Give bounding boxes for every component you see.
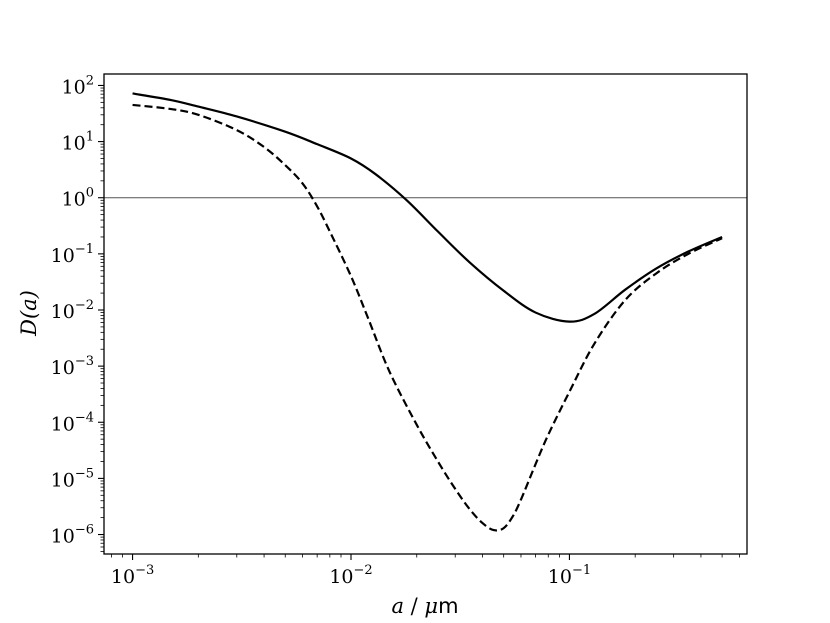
y-tick-base: 10: [62, 76, 86, 98]
x-axis-label-var: a: [391, 594, 404, 618]
y-tick-base: 10: [51, 469, 75, 491]
y-tick-label: 101: [62, 130, 94, 155]
x-tick-base: 10: [111, 566, 135, 588]
y-tick-label: 10−6: [51, 523, 94, 548]
x-tick-base: 10: [548, 566, 572, 588]
y-tick-label: 10−2: [51, 298, 94, 323]
y-tick-exponent: −3: [75, 354, 94, 369]
y-tick-label: 10−3: [51, 354, 94, 379]
y-tick-base: 10: [51, 245, 75, 267]
y-axis-label: D(a): [17, 290, 41, 337]
x-axis-label-unit: m: [438, 594, 458, 618]
y-tick-label: 100: [62, 186, 94, 211]
y-tick-base: 10: [62, 133, 86, 155]
x-axis-label: a / μm: [391, 594, 458, 618]
y-tick-exponent: −5: [75, 466, 94, 481]
y-tick-label: 10−5: [51, 466, 94, 491]
plot-frame: [103, 73, 748, 555]
y-tick-exponent: 0: [86, 186, 94, 201]
x-tick-exponent: −2: [354, 563, 373, 578]
y-tick-label: 10−1: [51, 242, 94, 267]
x-tick-label: 10−2: [329, 563, 372, 588]
x-tick-exponent: −3: [135, 563, 154, 578]
y-tick-base: 10: [51, 413, 75, 435]
y-tick-label: 10−4: [51, 410, 94, 435]
plot-layer: [104, 92, 747, 532]
y-tick-exponent: −1: [75, 242, 94, 257]
y-tick-base: 10: [51, 357, 75, 379]
x-axis-label-sep: /: [404, 594, 424, 618]
y-tick-exponent: 1: [86, 130, 94, 145]
y-tick-base: 10: [62, 189, 86, 211]
y-tick-exponent: 2: [86, 73, 94, 88]
series-line-2-dashed: [132, 103, 723, 532]
y-tick-exponent: −2: [75, 298, 94, 313]
x-axis-label-mu: μ: [424, 594, 438, 618]
x-axis: 10−3 10−2 10−1: [111, 554, 740, 588]
y-tick-label: 102: [62, 73, 94, 98]
y-tick-base: 10: [51, 526, 75, 548]
x-tick-base: 10: [329, 566, 353, 588]
x-tick-label: 10−1: [548, 563, 591, 588]
y-tick-base: 10: [51, 301, 75, 323]
series-line-1-solid: [132, 92, 723, 323]
y-tick-exponent: −4: [75, 410, 94, 425]
x-tick-exponent: −1: [572, 563, 591, 578]
x-tick-label: 10−3: [111, 563, 154, 588]
y-tick-exponent: −6: [75, 523, 94, 538]
